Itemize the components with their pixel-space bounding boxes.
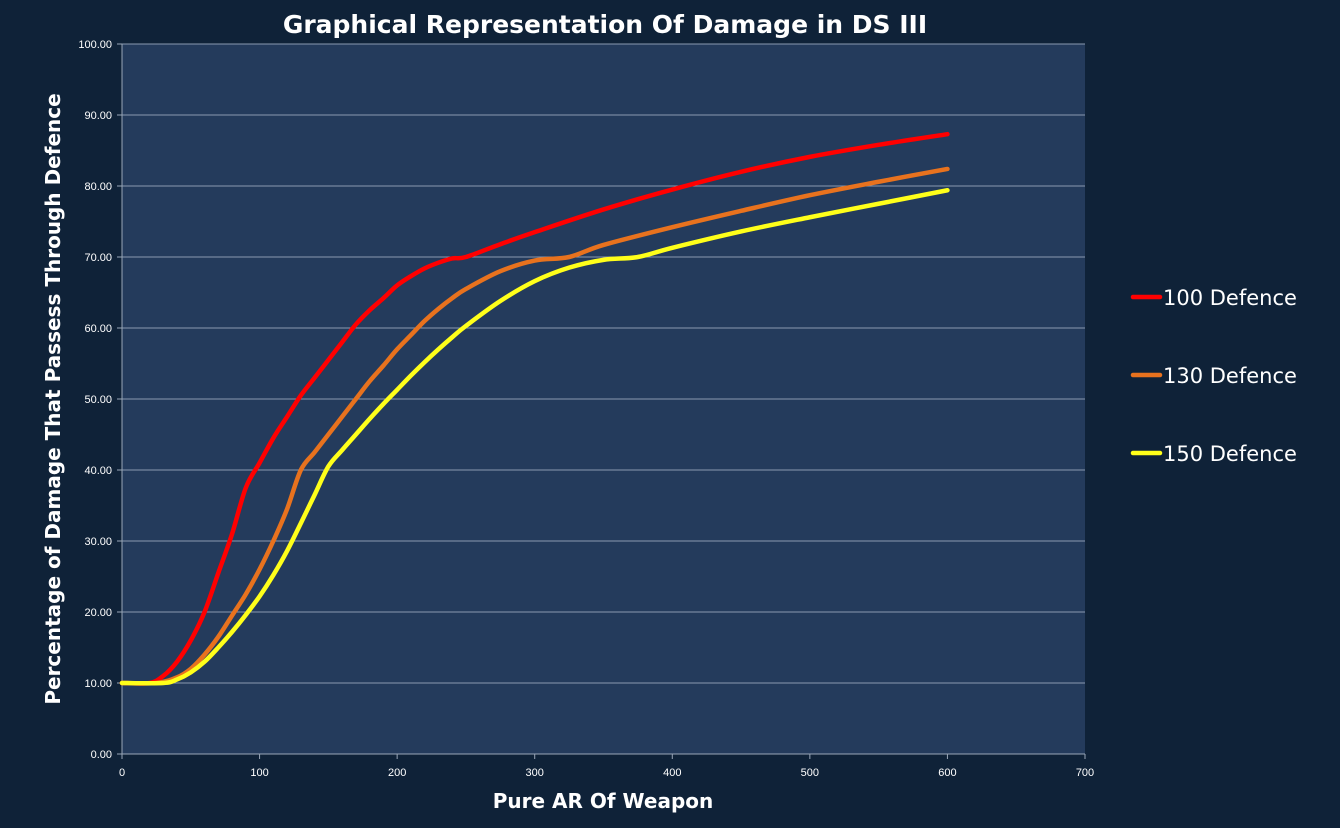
x-tick-label: 300 <box>526 767 544 779</box>
x-tick-labels: 0 100 200 300 400 500 600 700 <box>119 767 1094 779</box>
legend-label-130-defence: 130 Defence <box>1163 364 1297 388</box>
series-line-100-defence <box>119 131 950 686</box>
x-tick-label: 200 <box>388 767 406 779</box>
y-tick-labels: 0.00 10.00 20.00 30.00 40.00 50.00 60.00 70.00 8… <box>78 39 112 761</box>
y-tick-label: 0.00 <box>91 749 112 761</box>
x-tick-label: 600 <box>938 767 956 779</box>
series-line-150-defence <box>119 188 950 686</box>
x-tick-label: 400 <box>663 767 681 779</box>
chart-title: Graphical Representation Of Damage in DS… <box>283 10 927 39</box>
y-tick-label: 20.00 <box>84 607 112 619</box>
legend-label-100-defence: 100 Defence <box>1163 286 1297 310</box>
x-tick-label: 700 <box>1076 767 1094 779</box>
y-tick-label: 40.00 <box>84 465 112 477</box>
y-tick-label: 70.00 <box>84 252 112 264</box>
series-line-130-defence <box>119 166 950 686</box>
series-lines <box>119 131 950 686</box>
y-tick-label: 30.00 <box>84 536 112 548</box>
x-tick-label: 500 <box>801 767 819 779</box>
y-tick-label: 50.00 <box>84 394 112 406</box>
y-tick-label: 100.00 <box>78 39 112 51</box>
legend: 100 Defence 130 Defence 150 Defence <box>1130 286 1297 466</box>
y-tick-label: 10.00 <box>84 678 112 690</box>
gridlines <box>117 43 1086 759</box>
x-tick-label: 0 <box>119 767 125 779</box>
axes <box>121 44 1085 755</box>
y-tick-label: 90.00 <box>84 110 112 122</box>
y-axis-title: Percentage of Damage That Passess Throug… <box>41 93 65 704</box>
y-tick-label: 80.00 <box>84 181 112 193</box>
x-tick-label: 100 <box>250 767 268 779</box>
legend-label-150-defence: 150 Defence <box>1163 442 1297 466</box>
y-tick-label: 60.00 <box>84 323 112 335</box>
x-axis-title: Pure AR Of Weapon <box>493 789 714 813</box>
